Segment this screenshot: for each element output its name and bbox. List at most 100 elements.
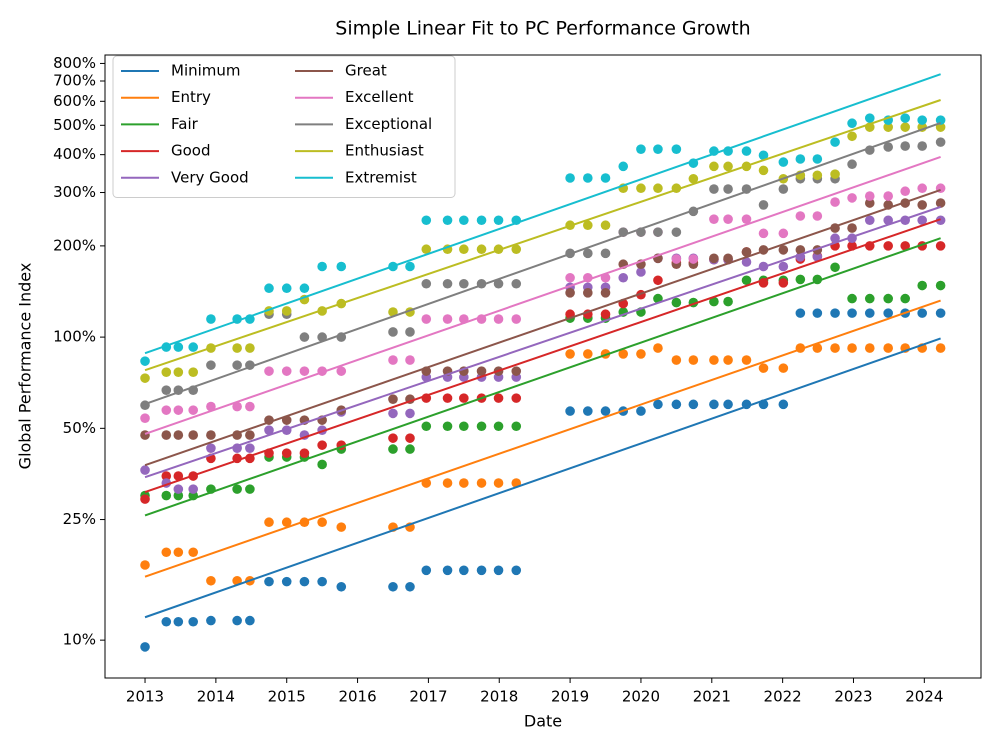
point <box>245 343 255 353</box>
point <box>583 406 593 416</box>
x-tick-label: 2019 <box>551 688 589 706</box>
point <box>493 478 504 488</box>
point <box>671 297 682 308</box>
legend-label: Extremist <box>345 168 417 186</box>
y-tick-label: 400% <box>53 145 96 163</box>
point <box>232 401 242 412</box>
y-tick-label: 50% <box>63 419 96 437</box>
point <box>188 405 199 415</box>
point <box>173 616 184 627</box>
point <box>600 406 611 416</box>
point <box>723 253 733 264</box>
point <box>405 408 415 419</box>
y-tick-label: 500% <box>53 116 96 134</box>
point <box>511 314 522 324</box>
point <box>618 272 629 283</box>
point <box>173 342 184 352</box>
point <box>388 581 398 592</box>
point <box>917 200 927 210</box>
y-tick-label: 600% <box>53 92 96 110</box>
point <box>299 332 310 342</box>
point <box>830 137 840 147</box>
fit-line <box>144 99 941 372</box>
x-tick-label: 2014 <box>197 688 235 706</box>
point <box>653 275 663 286</box>
point <box>618 349 629 359</box>
point <box>264 576 274 587</box>
point <box>173 471 184 481</box>
point <box>281 366 292 376</box>
point <box>935 198 946 208</box>
point <box>636 183 646 194</box>
point <box>636 267 646 277</box>
point <box>476 244 487 255</box>
legend-label: Good <box>171 142 211 160</box>
point <box>741 214 752 224</box>
legend-label: Enthusiast <box>345 142 424 160</box>
point <box>459 278 469 289</box>
point <box>883 191 893 201</box>
point <box>405 355 415 365</box>
point <box>206 360 216 370</box>
point <box>245 443 255 453</box>
point <box>188 430 199 440</box>
x-tick-label: 2017 <box>409 688 447 706</box>
point <box>758 150 769 161</box>
point <box>161 547 172 558</box>
point <box>709 355 719 365</box>
point <box>864 215 875 226</box>
point <box>476 366 487 376</box>
point <box>795 245 806 255</box>
point <box>232 615 242 626</box>
chart-title: Simple Linear Fit to PC Performance Grow… <box>335 18 750 40</box>
point <box>795 211 806 221</box>
y-tick-label: 10% <box>63 631 96 649</box>
point <box>188 367 199 377</box>
point <box>476 478 487 488</box>
point <box>140 465 150 475</box>
point <box>883 343 893 353</box>
point <box>421 278 432 289</box>
legend-label: Very Good <box>171 168 249 186</box>
point <box>583 349 593 359</box>
point <box>671 254 682 264</box>
point <box>864 308 875 318</box>
point <box>671 399 682 410</box>
point <box>864 198 875 208</box>
point <box>459 421 469 432</box>
point <box>830 262 840 273</box>
point <box>161 430 172 440</box>
point <box>336 522 347 532</box>
point <box>653 144 663 154</box>
point <box>847 308 857 318</box>
point <box>864 191 875 201</box>
point <box>847 118 857 129</box>
point <box>388 327 398 337</box>
point <box>476 565 487 576</box>
point <box>493 278 504 289</box>
point <box>206 430 216 440</box>
x-tick-label: 2015 <box>268 688 306 706</box>
point <box>917 215 927 226</box>
point <box>232 484 242 494</box>
point <box>830 233 840 244</box>
point <box>812 308 823 318</box>
point <box>173 367 184 377</box>
legend-box <box>112 55 456 198</box>
point <box>476 421 487 432</box>
point <box>583 220 593 231</box>
point <box>442 421 453 432</box>
point <box>636 144 646 154</box>
point <box>935 241 946 251</box>
point <box>299 448 310 458</box>
fit-line <box>144 205 941 479</box>
point <box>459 478 469 488</box>
point <box>812 211 823 221</box>
point <box>388 433 398 443</box>
point <box>935 115 946 125</box>
fit-line <box>144 156 941 435</box>
point <box>493 565 504 576</box>
point <box>935 137 946 147</box>
point <box>173 484 184 494</box>
point <box>864 293 875 304</box>
